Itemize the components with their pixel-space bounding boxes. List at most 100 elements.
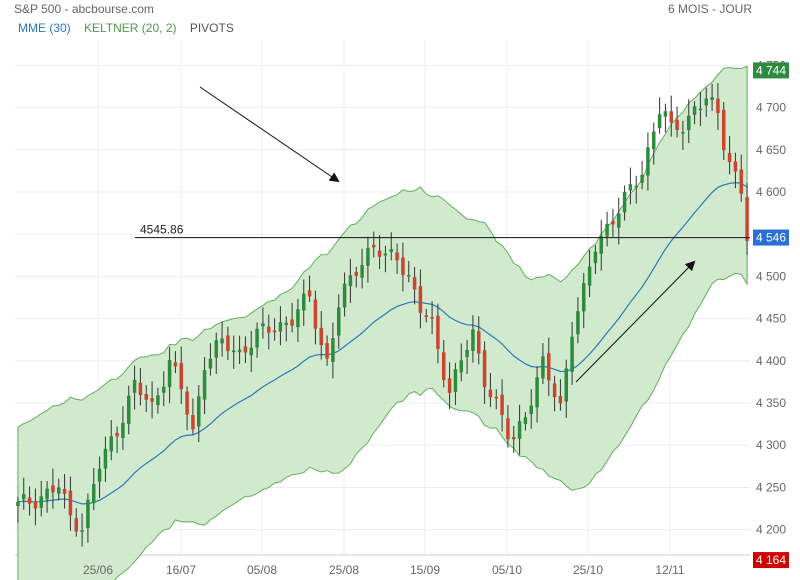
- candle-body: [97, 468, 102, 482]
- candle-body: [27, 497, 32, 504]
- candle-body: [232, 350, 236, 353]
- candle-body: [587, 266, 592, 286]
- candle-body: [593, 251, 598, 264]
- candle-body: [523, 417, 528, 425]
- candle-body: [103, 448, 108, 469]
- legend-pivots[interactable]: PIVOTS: [189, 21, 234, 35]
- candle-body: [692, 106, 697, 115]
- y-tick-label: 4 700: [756, 101, 786, 115]
- candle-body: [39, 496, 43, 508]
- candle-body: [57, 487, 61, 494]
- candle-body: [156, 395, 160, 406]
- candle-body: [529, 405, 533, 414]
- candle-body: [407, 274, 411, 277]
- candle-body: [86, 499, 90, 529]
- candle-body: [401, 257, 405, 276]
- candle-body: [471, 329, 475, 351]
- arrow-up: [575, 260, 696, 383]
- period-label[interactable]: 6 MOIS - JOUR: [667, 2, 752, 16]
- candle-body: [325, 343, 329, 359]
- candle-body: [243, 346, 248, 353]
- candle-body: [465, 349, 469, 358]
- candle-body: [185, 391, 189, 415]
- candle-body: [459, 360, 463, 373]
- candle-body: [121, 422, 125, 438]
- x-tick-label: 16/07: [166, 563, 196, 577]
- candle-body: [447, 378, 452, 393]
- candle-body: [605, 223, 609, 237]
- candle-body: [611, 221, 615, 225]
- low-price-badge: [753, 552, 789, 569]
- candle-body: [652, 131, 656, 150]
- candle-body: [366, 247, 370, 266]
- legend-keltner[interactable]: KELTNER (20, 2): [84, 21, 177, 35]
- candle-body: [640, 174, 644, 183]
- candle-body: [74, 518, 78, 532]
- candle-body: [208, 358, 213, 369]
- candle-body: [727, 152, 732, 162]
- candle-body: [494, 396, 498, 399]
- candle-body: [51, 485, 55, 493]
- candle-body: [500, 394, 504, 415]
- candle-body: [313, 299, 318, 329]
- candle-body: [745, 197, 749, 242]
- candle-body: [33, 501, 38, 509]
- candle-body: [267, 326, 271, 333]
- candle-body: [261, 323, 265, 327]
- candle-body: [144, 394, 148, 400]
- low-price-label: 4 164: [756, 553, 786, 567]
- candle-body: [115, 432, 119, 437]
- candle-body: [442, 352, 446, 381]
- candle-body: [22, 494, 26, 500]
- candle-body: [453, 369, 458, 392]
- candle-body: [424, 315, 428, 317]
- candle-body: [617, 213, 621, 228]
- candle-body: [512, 437, 516, 440]
- pivot-price-label: 4 546: [756, 231, 786, 245]
- legend: MME (30) KELTNER (20, 2) PIVOTS: [18, 21, 244, 35]
- candle-body: [541, 356, 545, 379]
- x-tick-label: 25/08: [329, 563, 359, 577]
- candle-body: [552, 383, 557, 397]
- candle-body: [45, 488, 49, 500]
- candle-body: [162, 386, 166, 393]
- y-tick-label: 4 600: [756, 185, 786, 199]
- candle-body: [547, 353, 551, 381]
- x-tick-label: 05/10: [492, 563, 522, 577]
- candle-body: [331, 338, 335, 363]
- candle-body: [383, 253, 388, 256]
- candle-body: [506, 418, 510, 440]
- candle-body: [570, 336, 574, 372]
- candle-body: [302, 293, 306, 311]
- x-tick-label: 05/08: [247, 563, 277, 577]
- candle-body: [167, 360, 172, 388]
- candle-body: [687, 115, 691, 131]
- candle-body: [16, 501, 20, 507]
- legend-mme[interactable]: MME (30): [18, 21, 71, 35]
- candle-body: [669, 111, 673, 123]
- candle-body: [179, 363, 183, 390]
- candle-body: [418, 286, 423, 313]
- candle-body: [132, 379, 137, 393]
- x-tick-label: 12/11: [655, 563, 684, 577]
- y-tick-label: 4 250: [756, 480, 786, 494]
- candle-body: [389, 249, 393, 252]
- y-tick-label: 4 500: [756, 269, 786, 283]
- candle-body: [354, 271, 358, 276]
- candle-body: [377, 250, 382, 257]
- candle-body: [255, 328, 259, 348]
- candle-body: [412, 277, 417, 290]
- candle-body: [535, 377, 539, 408]
- candle-body: [319, 327, 323, 346]
- keltner-band: [17, 65, 748, 580]
- candle-body: [109, 436, 113, 452]
- candle-body: [657, 114, 662, 129]
- candle-body: [430, 317, 434, 319]
- candle-body: [138, 382, 143, 396]
- candle-body: [372, 244, 376, 248]
- candle-body: [284, 322, 288, 326]
- candle-body: [482, 350, 487, 388]
- candle-body: [127, 395, 131, 424]
- candle-body: [237, 349, 242, 353]
